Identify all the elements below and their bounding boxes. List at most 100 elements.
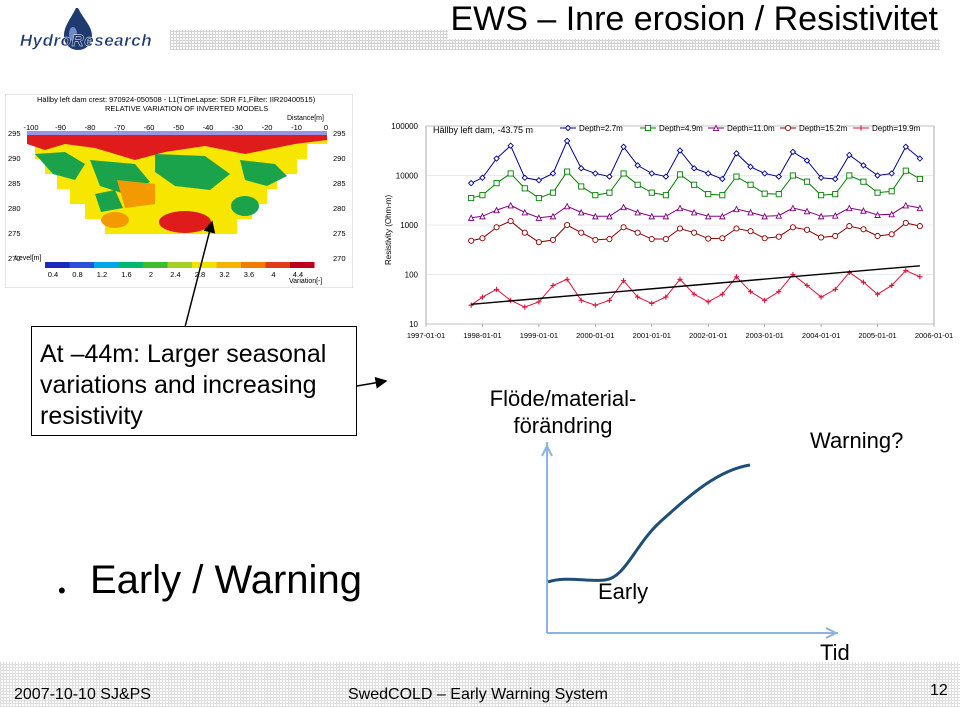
data-point — [620, 170, 627, 177]
data-point — [592, 212, 599, 220]
x-tick-label: 2002-01-01 — [689, 331, 727, 340]
y-tick-label: 100 — [405, 271, 419, 280]
data-point — [662, 236, 669, 243]
y-tick-label: 10 — [409, 320, 418, 329]
distance-tick-label: -60 — [144, 123, 155, 132]
data-point — [467, 214, 475, 221]
data-point — [493, 180, 500, 187]
data-point — [535, 214, 543, 221]
data-point — [747, 163, 754, 171]
data-point — [874, 189, 881, 196]
data-point — [733, 173, 740, 180]
data-point — [762, 297, 768, 303]
level-tick-labels-left: 295 290 285 280 275 270 — [8, 129, 21, 263]
data-point — [846, 172, 853, 179]
data-point — [888, 210, 895, 218]
data-point — [577, 208, 585, 216]
series-3 — [468, 218, 923, 246]
data-point — [860, 178, 867, 185]
scale-swatch — [118, 262, 143, 268]
data-point — [747, 208, 754, 216]
data-point — [846, 151, 853, 159]
data-point — [776, 289, 782, 295]
x-tick-label: 2001-01-01 — [633, 331, 671, 340]
resistivity-timeseries-chart: 10 100 1000 10000 100000 1997-01-01 1998-01-0… — [378, 110, 960, 342]
footer-date: 2007-10-10 SJ&PS — [14, 686, 151, 703]
time-label: Tid — [820, 640, 850, 665]
data-point — [832, 191, 839, 198]
data-point — [775, 173, 783, 180]
data-point — [676, 147, 684, 154]
data-point — [467, 179, 475, 187]
data-point — [549, 236, 557, 243]
data-point — [903, 267, 909, 274]
data-point — [592, 192, 599, 199]
data-point — [874, 211, 881, 218]
data-point — [916, 204, 924, 212]
data-point — [468, 302, 474, 308]
data-point — [563, 202, 571, 210]
data-point — [902, 219, 909, 227]
data-point — [507, 170, 514, 177]
data-point — [521, 208, 529, 216]
variation-label: Variation[-] — [289, 278, 322, 285]
data-point — [550, 282, 556, 289]
data-point — [479, 192, 486, 199]
data-point — [606, 212, 613, 220]
level-tick-label: 280 — [333, 204, 346, 213]
data-point — [549, 212, 557, 220]
sketch-x-axis-arrowhead — [825, 627, 837, 639]
legend-entry: Depth=4.9m — [659, 124, 703, 133]
data-point — [888, 231, 895, 238]
legend-entry: Depth=15.2m — [799, 124, 848, 133]
y-tick-label: 10000 — [396, 172, 419, 181]
variation-tick-label: 4.4 — [293, 270, 303, 279]
data-point — [832, 232, 839, 240]
legend-entry: Depth=2.7m — [579, 124, 623, 133]
scale-swatch — [216, 262, 241, 268]
data-point — [634, 229, 641, 236]
data-point — [917, 274, 923, 280]
data-point — [775, 211, 783, 219]
data-point — [592, 170, 599, 177]
data-point — [620, 143, 627, 151]
scale-swatch — [94, 262, 119, 268]
y-tick-label: 1000 — [400, 221, 418, 230]
scale-swatch — [167, 262, 192, 268]
data-point — [564, 276, 570, 282]
x-tick-label: 2000-01-01 — [576, 331, 614, 340]
data-point — [563, 137, 571, 145]
data-point — [690, 208, 698, 216]
inversion-header-2: RELATIVE VARIATION OF INVERTED MODELS — [105, 104, 268, 113]
slide-title: EWS – Inre erosion / Resistivitet — [448, 0, 940, 39]
sketch-curve — [547, 463, 751, 584]
data-point — [888, 188, 895, 195]
y-tick-label: 100000 — [391, 122, 418, 131]
data-point — [818, 192, 825, 199]
data-point — [831, 211, 839, 219]
data-point — [860, 279, 867, 285]
data-point — [620, 278, 627, 284]
footer-band — [0, 662, 960, 707]
data-point — [719, 291, 725, 297]
level-tick-label: 280 — [8, 204, 21, 213]
data-point — [747, 289, 754, 295]
distance-tick-label: -50 — [173, 123, 184, 132]
data-point — [817, 174, 825, 182]
variation-tick-label: 4 — [271, 270, 275, 279]
inversion-model-image: Hällby left dam crest: 970924-050508 - L… — [5, 94, 353, 288]
callout-box: At –44m: Larger seasonal variations and … — [31, 326, 357, 436]
data-point — [578, 297, 584, 303]
data-point — [775, 233, 782, 240]
data-point — [578, 183, 585, 190]
hydroresearch-logo: HydroResearch — [20, 8, 152, 50]
level-tick-label: 275 — [8, 229, 21, 238]
data-point — [874, 232, 881, 240]
data-point — [468, 237, 475, 244]
series-4 — [468, 267, 923, 310]
data-point — [803, 157, 811, 164]
x-tick-label: 1997-01-01 — [407, 331, 445, 340]
data-point — [676, 171, 684, 178]
legend-entry: Depth=19.9m — [872, 124, 921, 133]
data-point — [761, 212, 768, 220]
